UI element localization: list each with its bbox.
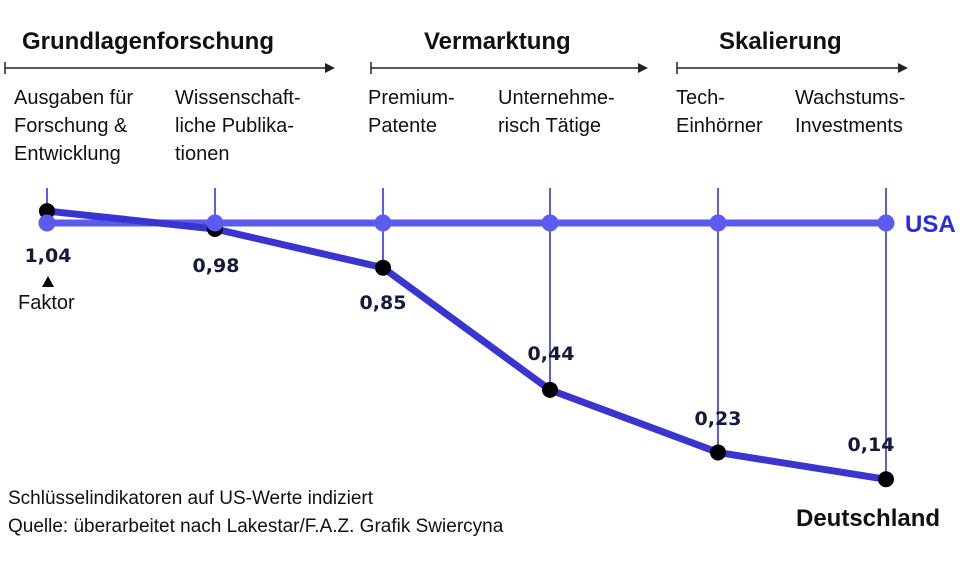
data-point-deutschland [710,444,726,461]
data-label: 1,04 [24,245,72,267]
data-point-deutschland [375,259,391,276]
phase-label-vermarktung: Vermarktung [424,28,571,55]
series-label-usa: USA [905,211,956,238]
data-point-usa [709,214,727,232]
note-indexing: Schlüsselindikatoren auf US-Werte indizi… [8,488,374,509]
category-label: Wachstums- Investments [795,87,906,137]
data-point-usa [541,214,559,232]
category-label: Premium- Patente [368,87,455,137]
triangle-up-icon [42,276,54,287]
series-label-deutschland: Deutschland [796,505,941,532]
phase-label-skalierung: Skalierung [719,28,842,55]
factor-label: Faktor [18,292,75,314]
note-source: Quelle: überarbeitet nach Lakestar/F.A.Z… [8,516,504,537]
data-label: 0,23 [694,408,742,430]
phase-arrowhead [898,63,908,73]
phase-arrowhead [325,63,335,73]
data-point-deutschland [39,203,55,220]
phase-label-grundlagenforschung: Grundlagenforschung [22,28,274,55]
category-label: Ausgaben für Forschung & Entwicklung [14,87,133,165]
data-point-deutschland [878,471,894,488]
series-line-deutschland [46,207,887,483]
category-label: Tech- Einhörner [676,87,763,137]
data-point-usa [877,214,895,232]
data-label: 0,14 [847,434,895,456]
category-label: Wissenschaft- liche Publika- tionen [175,87,301,165]
category-label: Unternehme- risch Tätige [498,87,615,137]
data-point-usa [38,214,56,232]
data-point-deutschland [542,381,558,398]
data-point-usa [374,214,392,232]
data-point-usa [206,214,224,232]
phase-arrowhead [638,63,648,73]
data-label: 0,44 [527,343,575,365]
data-label: 0,98 [192,255,240,277]
data-label: 0,85 [359,292,407,314]
